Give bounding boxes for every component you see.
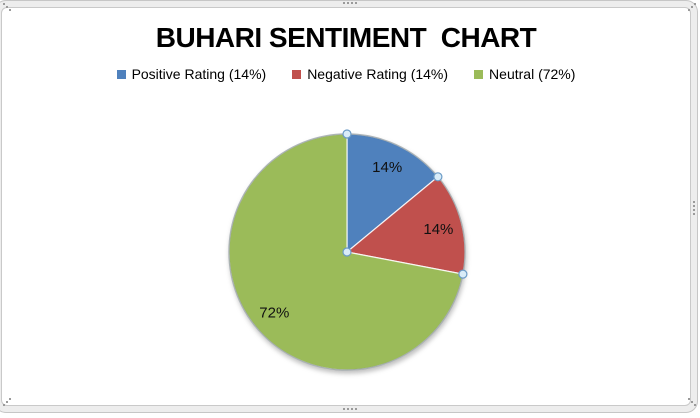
pie-data-label-negative: 14%: [423, 221, 453, 238]
pie-data-label-positive: 14%: [372, 159, 402, 176]
legend-swatch-neutral-icon: [474, 69, 484, 79]
selection-handle[interactable]: [458, 269, 468, 279]
legend-item-negative[interactable]: Negative Rating (14%): [292, 66, 448, 82]
resize-handle-top-left-icon[interactable]: [3, 3, 5, 5]
pie-data-label-neutral: 72%: [259, 304, 289, 321]
legend-label: Negative Rating (14%): [307, 66, 449, 82]
resize-handle-top-right-icon[interactable]: [694, 3, 696, 5]
resize-handle-bottom-left-icon[interactable]: [9, 398, 11, 400]
legend-swatch-negative-icon: [292, 69, 302, 79]
selection-handle[interactable]: [342, 129, 352, 139]
resize-handle-top-icon[interactable]: [343, 2, 345, 4]
legend: Positive Rating (14%) Negative Rating (1…: [0, 66, 692, 82]
resize-handle-bottom-right-icon[interactable]: [688, 398, 690, 400]
resize-handle-bottom-icon[interactable]: [343, 408, 345, 410]
legend-label: Positive Rating (14%): [131, 66, 267, 82]
chart-title: BUHARI SENTIMENT CHART: [155, 22, 537, 53]
legend-item-neutral[interactable]: Neutral (72%): [474, 66, 575, 82]
selection-handle[interactable]: [342, 247, 352, 257]
selection-handle[interactable]: [433, 172, 443, 182]
legend-item-positive[interactable]: Positive Rating (14%): [116, 66, 267, 82]
legend-label: Neutral (72%): [489, 66, 576, 82]
legend-swatch-positive-icon: [116, 69, 126, 79]
resize-handle-right-icon[interactable]: [693, 201, 695, 203]
